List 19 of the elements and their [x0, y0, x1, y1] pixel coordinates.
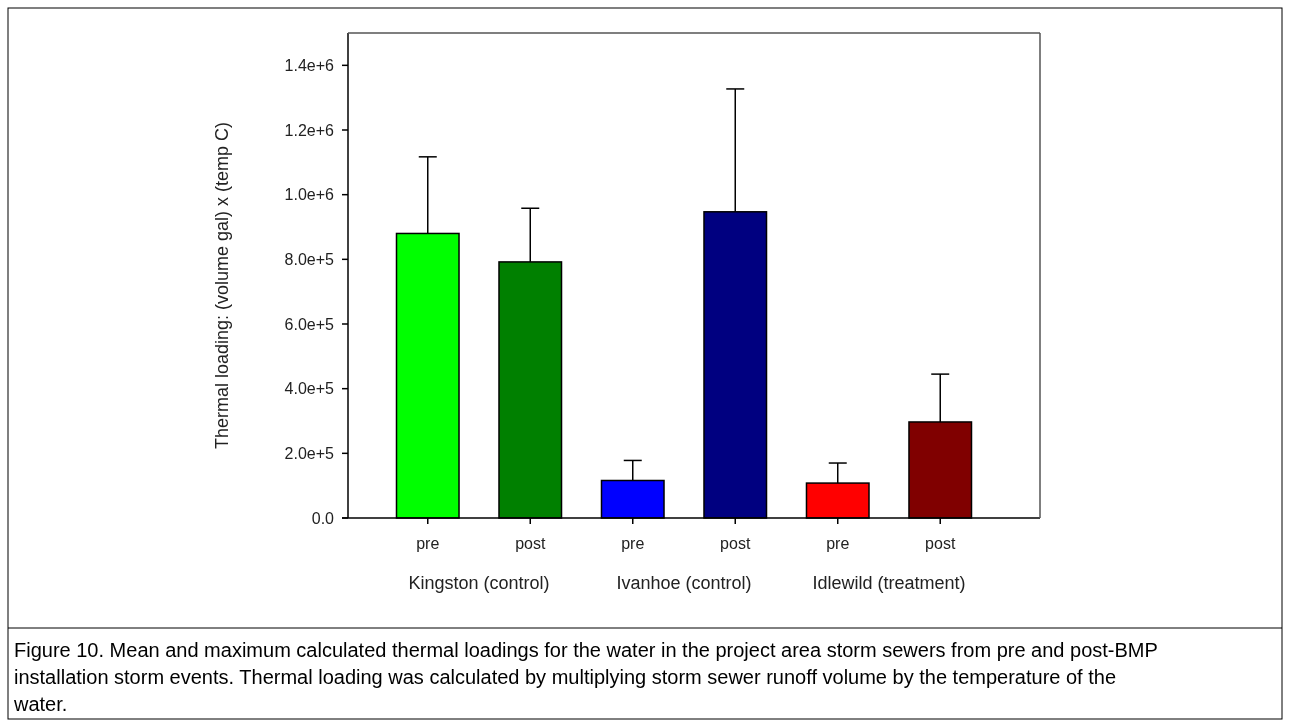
y-tick-label: 6.0e+5	[284, 315, 335, 333]
y-tick-label: 4.0e+5	[284, 380, 335, 398]
x-tick-label: pre	[826, 535, 850, 552]
x-tick-label: post	[720, 535, 751, 552]
x-tick-label: pre	[621, 535, 645, 552]
text: Kingston (control)	[408, 573, 550, 593]
y-tick-label: 2.0e+5	[284, 444, 335, 462]
y-axis-title: Thermal loading: (volume gal) x (temp C)	[212, 121, 232, 450]
y-tick-label: 0.0	[311, 509, 335, 527]
text: Idlewild (treatment)	[812, 573, 966, 593]
y-tick-label: 1.4e+6	[284, 56, 335, 74]
y-tick-label: 8.0e+5	[284, 250, 335, 268]
x-tick-label: post	[925, 535, 956, 552]
x-tick-label: post	[515, 535, 546, 552]
text: Ivanhoe (control)	[616, 573, 752, 593]
x-tick-label: pre	[416, 535, 440, 552]
y-tick-label: 1.0e+6	[284, 186, 335, 204]
y-tick-label: 1.2e+6	[284, 121, 335, 139]
caption: Figure 10. Mean and maximum calculated thermal loadings for the water in the project area storm sewers from pre and post-BMP installation storm events. Thermal loading was calculated by multiplying storm sewer runoff volume by the temperature of the water.	[14, 638, 1159, 717]
